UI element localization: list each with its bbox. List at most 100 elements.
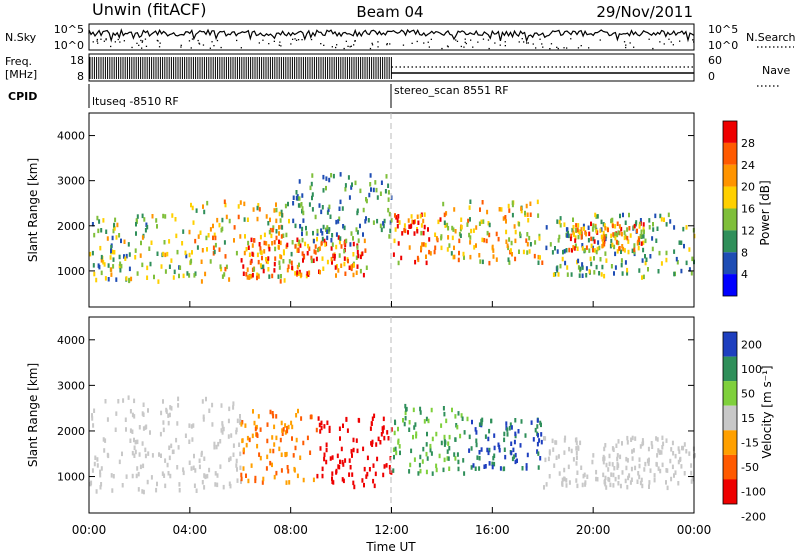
heatmap-cell (585, 231, 588, 237)
heatmap-cell (563, 249, 566, 254)
heatmap-cell (195, 208, 198, 213)
heatmap-cell (338, 216, 341, 221)
heatmap-cell (648, 457, 650, 463)
heatmap-cell (527, 218, 530, 223)
colorbar-swatch (723, 274, 737, 296)
heatmap-cell (616, 240, 618, 245)
heatmap-cell (165, 409, 168, 414)
heatmap-cell (155, 487, 158, 493)
heatmap-cell (127, 242, 130, 247)
heatmap-cell (475, 430, 478, 435)
heatmap-cell (588, 231, 591, 237)
velocity-y-label: Slant Range [km] (26, 363, 40, 467)
heatmap-cell (555, 455, 558, 460)
heatmap-cell (607, 227, 609, 233)
heatmap-cell (638, 457, 641, 462)
heatmap-cell (91, 250, 94, 256)
heatmap-cell (514, 459, 517, 465)
heatmap-cell (236, 478, 239, 483)
heatmap-cell (498, 448, 501, 453)
heatmap-cell (199, 230, 202, 235)
heatmap-cell (404, 410, 407, 416)
heatmap-cell (128, 252, 131, 257)
search-noise-dot (470, 39, 472, 41)
heatmap-cell (570, 233, 573, 239)
heatmap-cell (510, 450, 513, 456)
heatmap-cell (137, 487, 140, 492)
search-noise-dot (213, 45, 215, 47)
heatmap-cell (504, 215, 507, 220)
heatmap-cell (220, 266, 223, 272)
heatmap-cell (626, 227, 629, 232)
heatmap-cell (160, 453, 162, 458)
heatmap-cell (282, 427, 285, 432)
heatmap-cell (246, 267, 249, 272)
heatmap-cell (357, 238, 360, 243)
heatmap-cell (590, 221, 592, 227)
heatmap-cell (311, 207, 314, 212)
heatmap-cell (319, 429, 322, 434)
heatmap-cell (443, 220, 446, 225)
heatmap-cell (135, 473, 138, 479)
heatmap-cell (639, 218, 642, 223)
freq-panel-frame (88, 53, 695, 82)
heatmap-cell (250, 274, 253, 279)
heatmap-cell (655, 436, 658, 441)
heatmap-cell (326, 235, 329, 241)
heatmap-cell (205, 396, 207, 402)
heatmap-cell (638, 237, 641, 243)
heatmap-cell (538, 236, 541, 241)
heatmap-cell (228, 218, 231, 224)
heatmap-cell (300, 416, 303, 421)
heatmap-cell (110, 248, 112, 254)
search-noise-dot (625, 44, 627, 46)
heatmap-cell (462, 458, 465, 463)
heatmap-cell (582, 473, 585, 479)
heatmap-cell (479, 259, 482, 264)
heatmap-cell (306, 435, 309, 441)
heatmap-cell (235, 463, 238, 468)
heatmap-cell (381, 426, 384, 431)
heatmap-cell (331, 233, 334, 238)
heatmap-cell (440, 423, 443, 428)
heatmap-cell (388, 465, 391, 470)
heatmap-cell (337, 268, 340, 273)
search-noise-dot (411, 42, 413, 44)
velocity-heatmap (89, 395, 696, 495)
heatmap-cell (328, 425, 331, 431)
heatmap-cell (526, 212, 529, 217)
heatmap-cell (387, 183, 390, 188)
heatmap-cell (576, 246, 579, 251)
heatmap-cell (376, 195, 379, 200)
heatmap-cell (251, 433, 254, 439)
heatmap-cell (505, 219, 507, 224)
heatmap-cell (641, 275, 643, 280)
heatmap-cell (170, 443, 173, 449)
heatmap-cell (93, 408, 96, 413)
heatmap-cell (323, 424, 326, 429)
heatmap-cell (562, 249, 564, 255)
heatmap-cell (457, 466, 460, 472)
heatmap-cell (557, 238, 560, 243)
heatmap-cell (353, 484, 356, 490)
heatmap-cell (524, 433, 527, 438)
heatmap-cell (484, 434, 487, 439)
heatmap-cell (190, 424, 193, 429)
heatmap-cell (394, 227, 397, 232)
heatmap-cell (663, 217, 665, 222)
heatmap-cell (213, 445, 216, 450)
heatmap-cell (213, 249, 216, 255)
heatmap-cell (521, 466, 524, 471)
heatmap-cell (200, 259, 203, 264)
sky-panel-frame (88, 23, 695, 51)
heatmap-cell (344, 187, 347, 192)
heatmap-cell (629, 233, 632, 238)
power-colorbar-tick: 24 (741, 159, 755, 172)
heatmap-cell (188, 439, 191, 444)
heatmap-cell (322, 188, 325, 193)
colorbar-swatch (723, 356, 737, 382)
heatmap-cell (506, 427, 509, 432)
heatmap-cell (141, 262, 144, 268)
